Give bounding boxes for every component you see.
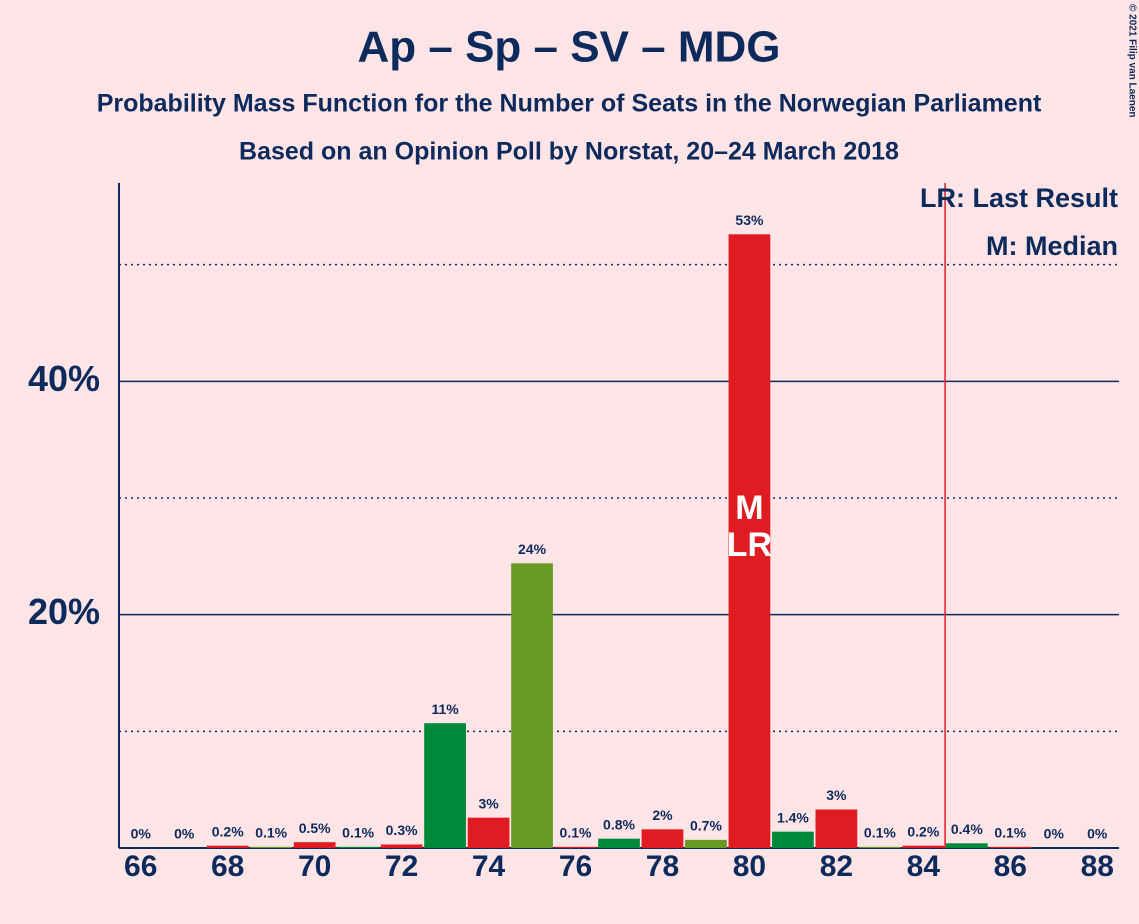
bar [815, 809, 858, 848]
value-label: 0.2% [907, 823, 939, 839]
chart-title: Ap – Sp – SV – MDG [358, 23, 781, 72]
bar [250, 846, 293, 848]
bar [902, 845, 945, 848]
legend-entry: LR: Last Result [920, 183, 1118, 213]
x-tick-label: 84 [907, 850, 941, 883]
x-tick-label: 74 [472, 850, 506, 883]
value-label: 3% [478, 795, 499, 811]
x-tick-label: 78 [646, 850, 679, 883]
x-tick-label: 68 [211, 850, 244, 883]
value-label: 0.7% [690, 818, 722, 834]
x-tick-label: 80 [733, 850, 766, 883]
value-label: 0% [131, 826, 152, 842]
bar [554, 846, 597, 848]
value-label: 0.2% [212, 823, 244, 839]
value-label: 0.5% [299, 820, 331, 836]
value-label: 1.4% [777, 809, 809, 825]
bar [337, 846, 379, 848]
value-label: 3% [826, 787, 847, 803]
x-tick-label: 72 [385, 850, 418, 883]
bar [685, 839, 727, 848]
x-tick-label: 76 [559, 850, 592, 883]
value-label: 0% [1044, 826, 1065, 842]
value-label: 0.1% [560, 825, 592, 841]
last-result-marker: LR [727, 526, 772, 564]
chart-subtitle: Probability Mass Function for the Number… [97, 90, 1042, 118]
value-label: 0% [174, 826, 195, 842]
bar [293, 842, 336, 848]
bar [859, 846, 901, 848]
chart-subtitle: Based on an Opinion Poll by Norstat, 20–… [239, 138, 899, 166]
x-tick-label: 82 [820, 850, 853, 883]
bar [206, 845, 249, 848]
x-tick-label: 66 [124, 850, 157, 883]
bar [511, 563, 553, 848]
bar [424, 723, 466, 848]
x-tick-label: 86 [994, 850, 1027, 883]
value-label: 2% [652, 807, 673, 823]
value-label: 0.4% [951, 821, 983, 837]
value-label: 0.1% [864, 825, 896, 841]
x-tick-label: 88 [1081, 850, 1114, 883]
copyright: © 2021 Filip van Laenen [1126, 4, 1137, 118]
value-label: 53% [735, 212, 764, 228]
bar [467, 817, 510, 848]
value-label: 0.1% [994, 825, 1026, 841]
median-marker: M [735, 489, 763, 527]
value-label: 24% [518, 541, 547, 557]
value-label: 0.1% [255, 825, 287, 841]
value-label: 0.8% [603, 816, 635, 832]
bar [641, 829, 684, 848]
bar [598, 838, 640, 848]
bar [772, 831, 814, 848]
legend-entry: M: Median [986, 231, 1118, 261]
value-label: 0.1% [342, 825, 374, 841]
value-label: 11% [431, 701, 459, 717]
bar [989, 846, 1032, 848]
value-label: 0.3% [386, 822, 418, 838]
y-tick-label: 40% [28, 358, 100, 399]
y-tick-label: 20% [28, 591, 100, 632]
x-tick-label: 70 [298, 850, 331, 883]
value-label: 0% [1087, 826, 1108, 842]
bar [945, 843, 988, 848]
bar [728, 234, 771, 849]
bar [380, 844, 423, 848]
